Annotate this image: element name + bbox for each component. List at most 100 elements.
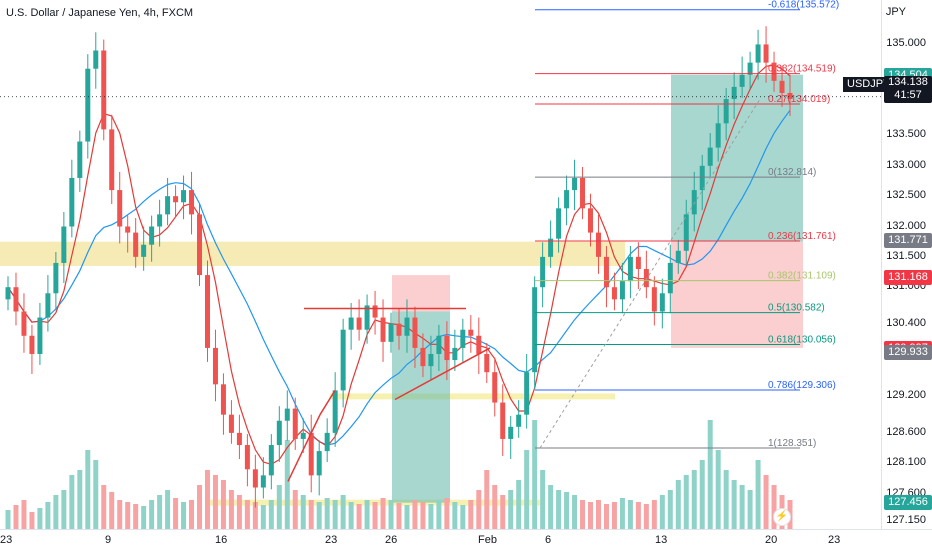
volume-bar <box>165 490 171 530</box>
volume-bar <box>771 485 777 530</box>
volume-bar <box>683 475 689 530</box>
volume-bar <box>53 495 59 530</box>
candle-body <box>141 244 147 257</box>
candle-body <box>332 390 338 433</box>
volume-bar <box>149 500 155 530</box>
volume-bar <box>564 492 570 530</box>
candle-body <box>189 190 195 215</box>
fib-level-label: 0.786(129.306) <box>768 380 836 391</box>
candle-body <box>659 293 665 312</box>
volume-bar <box>675 480 681 530</box>
fib-level-label: 0.5(130.582) <box>768 303 825 314</box>
candle-body <box>588 208 594 233</box>
time-tick-label: 23 <box>828 534 841 546</box>
price-tick-label: 127.150 <box>886 513 926 526</box>
price-marker-box: 127.456 <box>884 495 932 511</box>
candle-body <box>117 190 123 227</box>
candle-body <box>260 475 266 488</box>
candle-body <box>157 214 163 227</box>
candle-body <box>707 147 713 166</box>
price-tick-label: 128.600 <box>886 425 926 438</box>
candle-body <box>364 305 370 330</box>
candle-body <box>683 214 689 251</box>
lightning-icon[interactable]: ⚡ <box>773 508 791 526</box>
time-tick-label: 9 <box>105 534 112 546</box>
volume-bar <box>5 510 11 530</box>
candle-body <box>540 256 546 288</box>
price-marker-box: 131.771 <box>884 233 932 249</box>
candle-body <box>69 177 75 227</box>
candle-body <box>45 293 51 318</box>
resistance-zone <box>0 241 625 266</box>
candle-body <box>300 432 306 439</box>
trend-line-up-3 <box>394 347 491 401</box>
volume-bar <box>197 485 203 530</box>
volume-bar <box>93 460 99 530</box>
volume-bar <box>659 495 665 530</box>
volume-bar <box>404 505 410 530</box>
candle-body <box>564 190 570 209</box>
candle-body <box>29 335 35 354</box>
candle-body <box>388 323 394 342</box>
volume-bar <box>260 505 266 530</box>
volume-bar <box>133 504 139 530</box>
volume-bar <box>627 500 633 530</box>
candle-body <box>739 74 745 87</box>
candle-body <box>244 445 250 470</box>
candle-body <box>53 262 59 294</box>
volume-bar <box>252 502 258 530</box>
volume-bar <box>228 490 234 530</box>
candle-body <box>125 226 131 233</box>
volume-bar <box>45 502 51 530</box>
candle-body <box>468 329 474 336</box>
volume-bar <box>204 470 210 530</box>
candle-body <box>436 335 442 354</box>
candle-body <box>779 80 785 93</box>
volume-bar <box>69 475 75 530</box>
volume-bar <box>364 500 370 530</box>
volume-bar <box>500 495 506 530</box>
candle-body <box>548 238 554 257</box>
price-tick-label: 129.200 <box>886 389 926 402</box>
volume-bar <box>85 450 91 530</box>
candle-body <box>532 287 538 373</box>
candle-body <box>21 311 27 336</box>
candle-body <box>340 329 346 391</box>
candle-body <box>252 469 258 488</box>
candle-body <box>627 256 633 282</box>
symbol-text: USDJPY <box>847 78 891 90</box>
candle-body <box>771 62 777 81</box>
volume-bar <box>524 450 530 530</box>
volume-bar <box>763 475 769 530</box>
volume-bar <box>380 498 386 530</box>
volume-bar <box>691 470 697 530</box>
candle-body <box>85 68 91 142</box>
volume-bar <box>372 502 378 530</box>
candle-body <box>77 141 83 178</box>
candle-body <box>747 62 753 75</box>
volume-bar <box>21 500 27 530</box>
time-scale[interactable]: 23 9 16 23 26 Feb 6 13 20 23 <box>0 529 932 550</box>
candle-body <box>197 214 203 276</box>
fib-level-label: 0.382(134.519) <box>768 64 836 75</box>
candle-body <box>165 196 171 215</box>
volume-bar <box>276 485 282 530</box>
candle-body <box>556 208 562 239</box>
price-marker-box: 129.933 <box>884 344 932 360</box>
candle-body <box>572 177 578 191</box>
candle-body <box>508 426 514 439</box>
volume-bar <box>532 420 538 530</box>
candle-body <box>404 317 410 336</box>
candle-body <box>619 281 625 300</box>
candle-body <box>675 250 681 263</box>
volume-bar <box>316 502 322 530</box>
volume-bar <box>181 502 187 530</box>
candle-body <box>348 317 354 330</box>
time-tick-label: 6 <box>545 534 552 546</box>
volume-bar <box>540 470 546 530</box>
candle-body <box>667 262 673 294</box>
volume-bar <box>157 495 163 530</box>
candle-body <box>5 287 11 300</box>
